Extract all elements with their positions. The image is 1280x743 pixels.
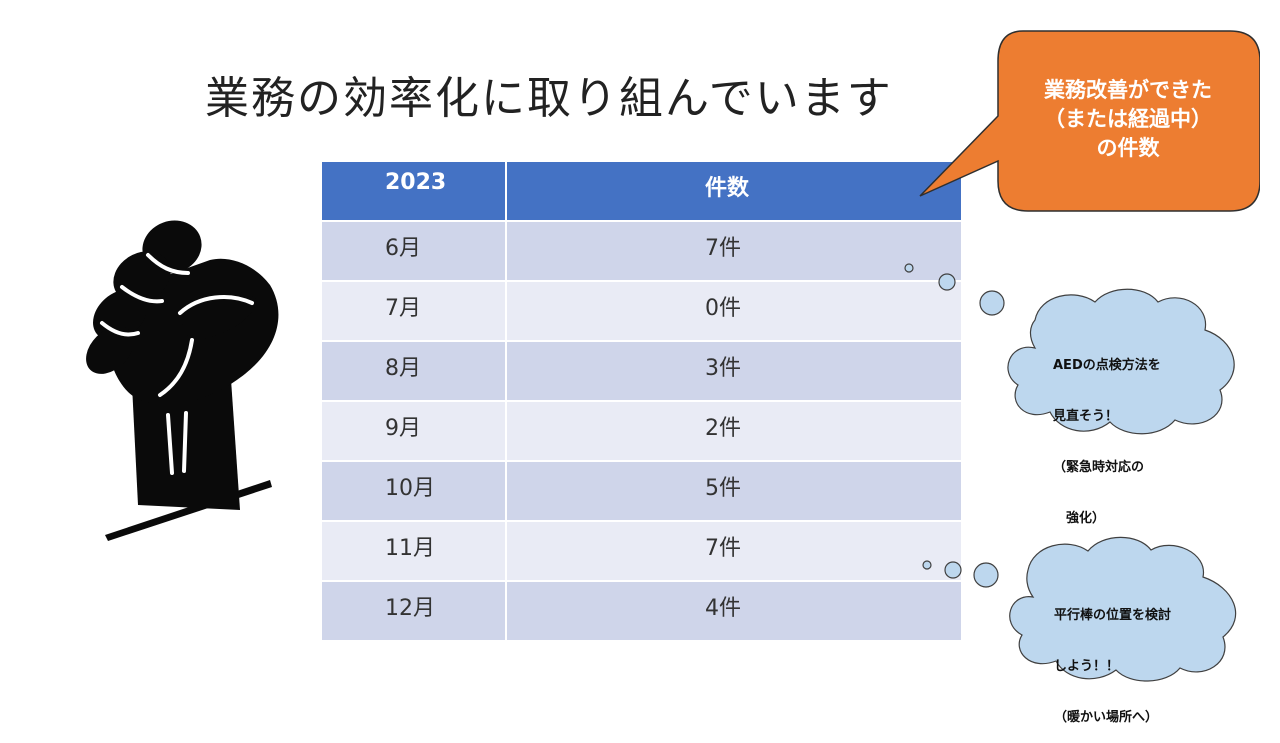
month-cell: 10月 xyxy=(322,461,507,522)
count-cell: 7件 xyxy=(506,521,963,582)
table-row: 9月 2件 xyxy=(322,401,963,462)
table-row: 8月 3件 xyxy=(322,341,963,402)
month-cell: 6月 xyxy=(322,221,507,282)
header-year: 2023 xyxy=(322,162,507,222)
table-row: 11月 7件 xyxy=(322,521,963,582)
slide-title: 業務の効率化に取り組んでいます xyxy=(205,73,893,124)
table-row: 6月 7件 xyxy=(322,221,963,282)
raised-fist-icon xyxy=(86,220,279,541)
cloud-text: AEDの点検方法を 見直そう！ （緊急時対応の 強化） xyxy=(1053,358,1161,526)
count-cell: 5件 xyxy=(506,461,963,522)
month-cell: 11月 xyxy=(322,521,507,582)
header-count: 件数 xyxy=(506,162,963,222)
thought-cloud xyxy=(922,536,1236,682)
month-cell: 12月 xyxy=(322,581,507,642)
month-cell: 8月 xyxy=(322,341,507,402)
count-cell: 7件 xyxy=(506,221,963,282)
callout-text: 業務改善ができた （または経過中） の件数 xyxy=(1044,79,1212,160)
count-cell: 0件 xyxy=(506,281,963,342)
count-cell: 4件 xyxy=(506,581,963,642)
thought-cloud xyxy=(904,263,1235,435)
table-row: 10月 5件 xyxy=(322,461,963,522)
table-row: 12月 4件 xyxy=(322,581,963,642)
month-cell: 9月 xyxy=(322,401,507,462)
table-row: 7月 0件 xyxy=(322,281,963,342)
monthly-count-table: 2023 件数 6月 7件 7月 0件 8月 3件 9月 2件 10月 5件 1… xyxy=(322,162,963,642)
speech-callout xyxy=(919,30,1260,212)
count-cell: 3件 xyxy=(506,341,963,402)
count-cell: 2件 xyxy=(506,401,963,462)
month-cell: 7月 xyxy=(322,281,507,342)
cloud-text: 平行棒の位置を検討 しよう！！ （暖かい場所へ） xyxy=(1054,608,1172,725)
table-header-row: 2023 件数 xyxy=(322,162,963,222)
